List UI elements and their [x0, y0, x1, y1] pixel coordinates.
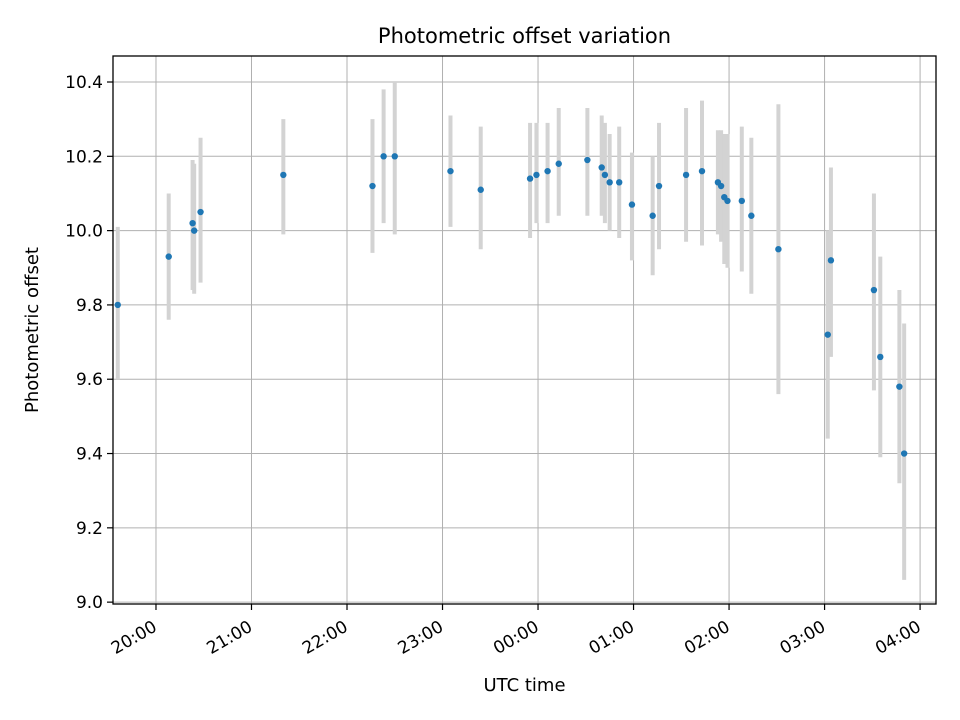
data-point [724, 197, 731, 205]
x-axis-label: UTC time [483, 675, 565, 696]
data-point [717, 182, 725, 190]
y-axis-label: Photometric offset [22, 247, 43, 413]
y-tick-label: 10.2 [65, 147, 103, 167]
y-tick-label: 9.4 [76, 445, 103, 465]
y-axis-ticks: 9.0 9.2 9.4 9.6 9.8 10.0 10.2 10.4 [65, 73, 113, 613]
data-point [775, 245, 782, 253]
data-point [900, 450, 908, 457]
data-point [824, 331, 831, 338]
data-point [827, 257, 835, 264]
data-point [584, 156, 591, 164]
data-point [628, 201, 636, 208]
data-point [526, 175, 534, 182]
data-point [896, 383, 903, 390]
data-point [698, 167, 706, 175]
data-point [601, 171, 609, 179]
data-point [598, 164, 605, 171]
data-points [114, 153, 908, 457]
data-point [477, 186, 484, 193]
data-point [616, 179, 623, 186]
data-point [447, 167, 454, 175]
grid-lines [113, 56, 936, 604]
data-point [533, 171, 540, 179]
data-point [555, 160, 562, 167]
data-point [380, 153, 387, 160]
data-point [649, 212, 656, 219]
y-tick-label: 9.2 [76, 519, 103, 539]
data-point [114, 301, 121, 309]
y-tick-label: 9.0 [76, 593, 103, 613]
data-point [682, 171, 690, 179]
data-point [870, 286, 878, 294]
data-point [189, 219, 196, 227]
data-point [197, 208, 204, 216]
data-point [877, 353, 884, 361]
plot-frame [112, 55, 937, 605]
data-point [606, 179, 613, 186]
data-point [369, 182, 376, 190]
data-point [165, 253, 172, 260]
data-point [190, 227, 198, 234]
data-point [280, 171, 287, 179]
data-point [655, 182, 663, 190]
chart-title: Photometric offset variation [378, 24, 671, 48]
data-point [391, 153, 398, 160]
y-tick-label: 10.4 [65, 73, 103, 93]
y-tick-label: 9.8 [76, 296, 103, 316]
y-tick-label: 9.6 [76, 370, 103, 390]
data-point [738, 197, 745, 205]
data-point [544, 167, 551, 175]
data-point [748, 212, 755, 219]
y-tick-label: 10.0 [65, 222, 103, 242]
